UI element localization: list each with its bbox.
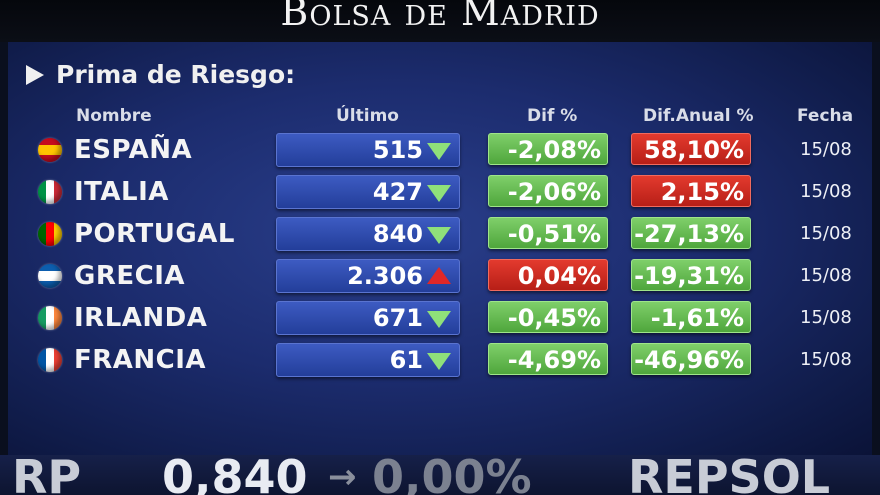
column-header-anual: Dif.Anual % <box>643 106 754 126</box>
play-icon <box>26 64 44 85</box>
fecha-value: 15/08 <box>800 223 852 244</box>
dif-anual-cell: 58,10% <box>631 133 751 165</box>
flag-icon <box>38 306 62 330</box>
dif-anual-cell: -46,96% <box>631 343 751 375</box>
ultimo-cell: 2.306 <box>276 259 460 293</box>
column-header-fecha: Fecha <box>797 106 854 126</box>
section-title: Prima de Riesgo: <box>56 60 296 89</box>
arrow-down-icon <box>427 227 451 244</box>
flag-icon <box>38 264 62 288</box>
country-name: PORTUGAL <box>74 219 235 249</box>
ultimo-cell: 840 <box>276 217 460 251</box>
fecha-value: 15/08 <box>800 139 852 160</box>
arrow-down-icon <box>427 185 451 202</box>
country-name: GRECIA <box>74 261 185 291</box>
country-name: ITALIA <box>74 177 169 207</box>
table-row: ESPAÑA 515 -2,08% 58,10% 15/08 <box>8 133 872 167</box>
arrow-down-icon <box>427 311 451 328</box>
dif-cell: -2,08% <box>488 133 608 165</box>
dif-anual-cell: -1,61% <box>631 301 751 333</box>
fecha-value: 15/08 <box>800 307 852 328</box>
dif-cell: -4,69% <box>488 343 608 375</box>
flag-icon <box>38 222 62 246</box>
arrow-up-icon <box>427 267 451 284</box>
ultimo-cell: 515 <box>276 133 460 167</box>
ultimo-cell: 427 <box>276 175 460 209</box>
table-row: IRLANDA 671 -0,45% -1,61% 15/08 <box>8 301 872 335</box>
country-name: IRLANDA <box>74 303 208 333</box>
dif-anual-cell: -27,13% <box>631 217 751 249</box>
display-screen: Prima de Riesgo: Nombre Último Dif % Dif… <box>8 42 872 462</box>
ultimo-cell: 671 <box>276 301 460 335</box>
flag-icon <box>38 348 62 372</box>
ultimo-value: 2.306 <box>347 262 423 290</box>
ultimo-value: 515 <box>372 136 423 164</box>
dif-cell: 0,04% <box>488 259 608 291</box>
country-name: FRANCIA <box>74 345 207 375</box>
ticker-name: REPSOL <box>628 455 831 495</box>
column-header-nombre: Nombre <box>76 106 152 126</box>
stock-ticker: RP 0,840 → 0,00% REPSOL <box>0 455 880 495</box>
ultimo-value: 671 <box>372 304 423 332</box>
ultimo-value: 427 <box>372 178 423 206</box>
fecha-value: 15/08 <box>800 265 852 286</box>
dif-anual-cell: -19,31% <box>631 259 751 291</box>
arrow-down-icon <box>427 143 451 160</box>
table-row: FRANCIA 61 -4,69% -46,96% 15/08 <box>8 343 872 377</box>
table-row: GRECIA 2.306 0,04% -19,31% 15/08 <box>8 259 872 293</box>
dif-cell: -0,51% <box>488 217 608 249</box>
dif-anual-cell: 2,15% <box>631 175 751 207</box>
country-name: ESPAÑA <box>74 135 193 165</box>
ticker-value: 0,840 <box>162 455 308 495</box>
ultimo-value: 840 <box>372 220 423 248</box>
fecha-value: 15/08 <box>800 349 852 370</box>
board-title: Bolsa de Madrid <box>280 0 600 34</box>
ticker-arrow-icon: → <box>328 457 357 495</box>
section-heading: Prima de Riesgo: <box>26 60 295 89</box>
ultimo-value: 61 <box>389 346 423 374</box>
dif-cell: -2,06% <box>488 175 608 207</box>
ticker-left-text: RP <box>12 455 82 495</box>
arrow-down-icon <box>427 353 451 370</box>
table-row: PORTUGAL 840 -0,51% -27,13% 15/08 <box>8 217 872 251</box>
table-row: ITALIA 427 -2,06% 2,15% 15/08 <box>8 175 872 209</box>
column-header-dif: Dif % <box>527 106 578 126</box>
board-header: Bolsa de Madrid <box>0 0 880 42</box>
flag-icon <box>38 180 62 204</box>
column-header-ultimo: Último <box>336 106 399 126</box>
ticker-change: 0,00% <box>372 455 532 495</box>
fecha-value: 15/08 <box>800 181 852 202</box>
ultimo-cell: 61 <box>276 343 460 377</box>
flag-icon <box>38 138 62 162</box>
dif-cell: -0,45% <box>488 301 608 333</box>
